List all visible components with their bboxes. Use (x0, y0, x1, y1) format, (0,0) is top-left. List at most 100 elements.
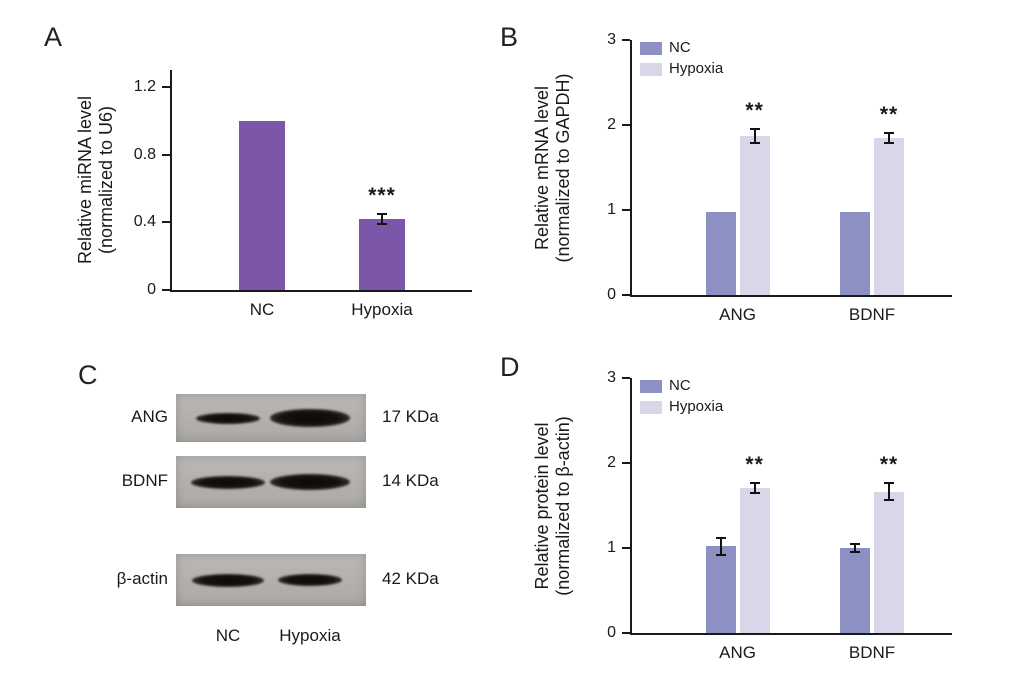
panel-label-c: C (78, 360, 98, 390)
y-tick-mark (162, 289, 170, 291)
legend-entry: Hypoxia (640, 61, 723, 77)
error-bar-cap (377, 212, 387, 215)
x-category-label: Hypoxia (351, 300, 413, 319)
blot-kda-label: 17 KDa (382, 407, 439, 426)
y-axis-label: Relative miRNA level (normalized to U6) (75, 96, 117, 264)
significance-marker: ** (745, 99, 764, 123)
y-tick-mark (162, 221, 170, 224)
y-tick-mark (622, 294, 630, 296)
significance-marker: *** (368, 183, 396, 207)
y-axis-label: Relative protein level (normalized to β-a… (532, 416, 574, 595)
error-bar-cap (749, 491, 760, 494)
plot-area: 0 0.4 0.8 1.2 NC *** Hypoxia (134, 70, 472, 319)
bar-mirna-hypoxia (359, 218, 405, 290)
blot-lane-label: Hypoxia (279, 626, 341, 645)
blot-image-3 (176, 554, 366, 606)
error-bar-cap (377, 223, 387, 225)
blot-kda-label: 14 KDa (382, 471, 439, 490)
bar-hypoxia-ang (739, 136, 770, 295)
bar-hypoxia-bdnf (874, 491, 904, 633)
error-bar-cap (715, 536, 726, 539)
significance-marker: ** (879, 102, 899, 126)
error-bar-cap (749, 141, 760, 144)
y-tick-label: 1.2 (133, 77, 156, 95)
bar-nc-bdnf (840, 548, 870, 633)
y-axis-label-line: Relative miRNA level (75, 95, 95, 265)
y-tick-label: 0.4 (133, 213, 156, 231)
legend-label: Hypoxia (669, 60, 724, 77)
error-bar-cap (749, 481, 760, 484)
legend-swatch-hypoxia (640, 62, 662, 76)
legend-swatch-nc (640, 41, 662, 55)
y-tick-label: 2 (607, 116, 616, 133)
y-tick-label: 3 (607, 369, 616, 386)
y-tick-label: 2 (607, 454, 616, 471)
error-bar-line (854, 543, 856, 553)
panel-label-b: B (500, 22, 519, 52)
blot-protein-label: ANG (131, 407, 168, 426)
blot-image-1 (176, 394, 366, 442)
y-axis-label-line: Relative mRNA level (532, 85, 552, 250)
y-tick-mark (622, 632, 630, 634)
x-category-label: BDNF (848, 643, 896, 662)
x-category-label: ANG (719, 643, 757, 662)
y-tick-mark (622, 39, 630, 41)
error-bar-line (888, 132, 890, 143)
blot-protein-label: β-actin (116, 569, 168, 588)
significance-marker: ** (879, 453, 899, 477)
legend-label: NC (669, 377, 691, 394)
blot-image-2 (176, 456, 366, 508)
blot-band (192, 573, 264, 587)
panel-label-a: A (44, 22, 63, 52)
legend-swatch-hypoxia (640, 400, 662, 414)
bar-nc-ang (705, 211, 736, 295)
error-bar-cap (884, 141, 894, 144)
error-bar-cap (749, 128, 760, 131)
y-axis-label: Relative mRNA level (normalized to GAPDH) (532, 73, 574, 262)
legend-label: NC (669, 39, 691, 56)
legend: NC Hypoxia (640, 378, 723, 420)
plot-area: 0 1 2 3 ** ANG ** BDNF NC Hypoxia (607, 369, 952, 662)
error-bar-line (753, 482, 756, 493)
plot-area: 0 1 2 3 ** ANG ** BDNF NC Hypoxia (607, 31, 952, 324)
blot-band (270, 409, 350, 427)
y-tick-label: 1 (607, 201, 616, 218)
significance-marker: ** (745, 452, 764, 476)
error-bar-cap (884, 499, 894, 502)
bar-nc-bdnf (840, 211, 870, 295)
error-bar-line (381, 213, 383, 224)
y-tick-label: 3 (607, 31, 616, 48)
x-category-label: BDNF (848, 305, 896, 324)
y-tick-label: 0.8 (133, 145, 156, 163)
error-bar-cap (850, 551, 860, 554)
error-bar-cap (850, 542, 860, 545)
western-blot-panel: ANG 17 KDa BDNF 14 KDa β-actin 42 KDa NC Hypoxi… (80, 372, 500, 667)
chart-mrna-level: 0 1 2 3 ** ANG ** BDNF NC Hypoxia Relative mRNA le… (525, 20, 985, 335)
legend-entry: NC (640, 40, 723, 56)
error-bar-cap (884, 482, 894, 485)
legend-entry: NC (640, 378, 723, 394)
y-tick-mark (162, 85, 170, 88)
blot-band (196, 412, 260, 424)
legend: NC Hypoxia (640, 40, 723, 82)
y-axis-label-line: (normalized to β-actin) (553, 415, 573, 596)
y-tick-label: 0 (607, 286, 616, 303)
bar-mirna-nc (239, 120, 285, 290)
chart-mirna-level: 0 0.4 0.8 1.2 NC *** Hypoxia Relative miRNA lev… (70, 55, 490, 325)
y-tick-label: 0 (607, 624, 616, 641)
y-tick-mark (622, 462, 630, 464)
y-axis-label-line: (normalized to U6) (96, 105, 116, 255)
y-tick-mark (622, 377, 630, 379)
legend-swatch-nc (640, 379, 662, 393)
x-category-label: ANG (719, 305, 757, 324)
error-bar-cap (884, 131, 894, 134)
y-tick-mark (622, 124, 630, 126)
blot-band (191, 475, 265, 489)
panel-label-d: D (500, 352, 520, 382)
error-bar-line (753, 129, 756, 143)
bar-hypoxia-ang (739, 487, 770, 633)
y-tick-label: 0 (147, 281, 156, 298)
bar-nc-ang (705, 546, 736, 633)
legend-label: Hypoxia (669, 398, 724, 415)
